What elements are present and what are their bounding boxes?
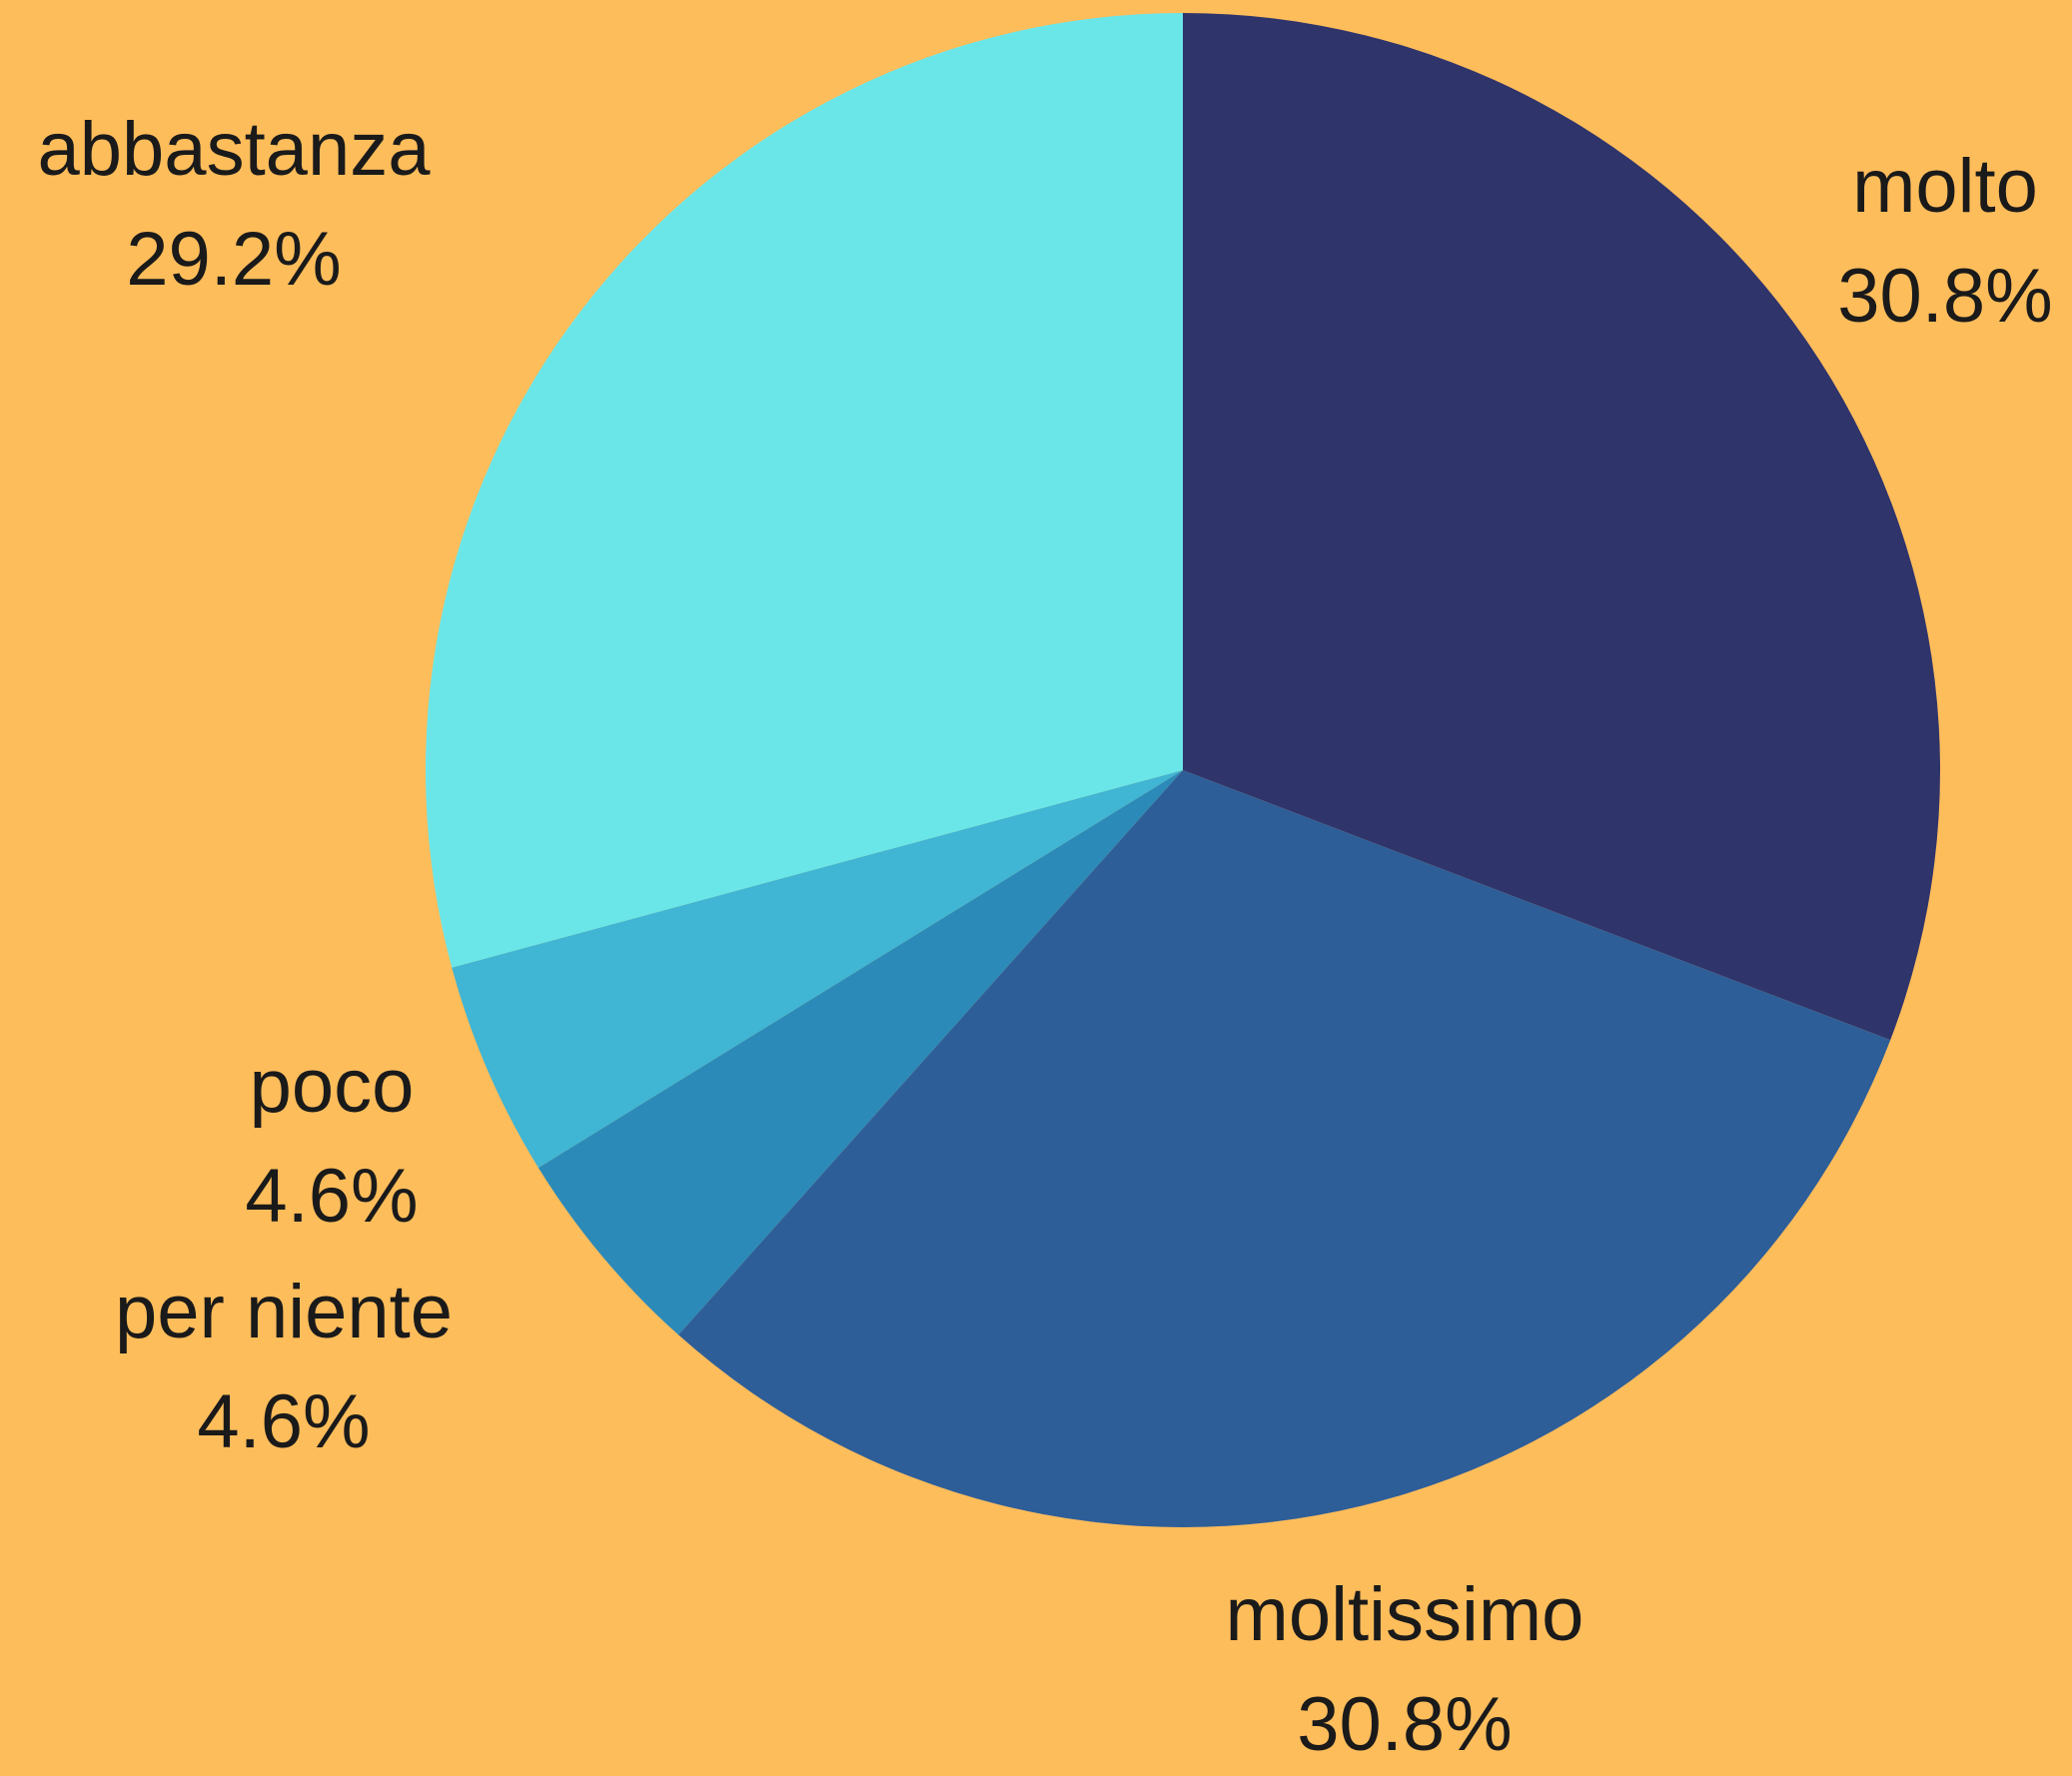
slice-value-label: 4.6% — [245, 1154, 418, 1239]
slice-value-label: 29.2% — [126, 217, 342, 302]
slice-label: per niente — [115, 1270, 453, 1354]
pie-slice — [537, 770, 1183, 1335]
pie-slice — [1183, 13, 1940, 1041]
slice-label: abbastanza — [38, 107, 432, 192]
pie-slice — [678, 770, 1891, 1527]
slice-label: moltissimo — [1226, 1572, 1584, 1657]
slice-value-label: 4.6% — [197, 1379, 370, 1464]
slice-value-label: 30.8% — [1837, 254, 2053, 339]
slice-label: molto — [1852, 144, 2038, 229]
pie-slice — [426, 13, 1184, 968]
slice-value-label: 30.8% — [1297, 1682, 1513, 1767]
slice-label: poco — [250, 1044, 415, 1129]
pie-slice — [452, 770, 1183, 1169]
